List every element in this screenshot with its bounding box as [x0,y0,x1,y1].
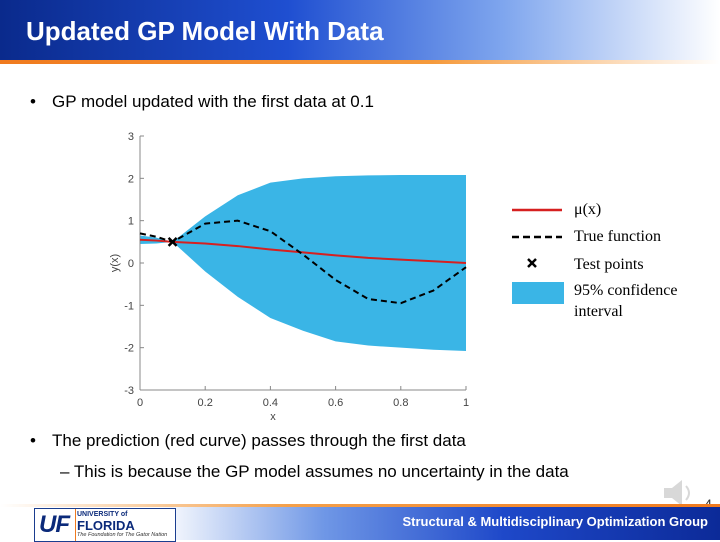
footer-org-name: Structural & Multidisciplinary Optimizat… [402,514,708,529]
confidence-band [140,174,466,352]
y-tick-label: 1 [128,216,134,228]
x-tick-label: 0.2 [198,397,213,409]
x-tick-label: 1 [463,397,469,409]
logo-florida: FLORIDA [77,518,135,533]
y-tick-label: 3 [128,131,134,143]
legend-ci-swatch [512,282,564,304]
y-tick-label: 0 [128,258,134,270]
legend-label-ci: 95% confidence interval [574,282,678,320]
test-point-marker [167,236,178,247]
y-tick-label: 2 [128,173,134,185]
y-tick-label: -2 [124,343,134,355]
bullet-first-text: GP model updated with the first data at … [52,92,374,111]
chart-legend: μ(x) True function Test points 95% confi… [508,196,688,346]
x-tick-label: 0.8 [393,397,408,409]
uf-logo: UF UNIVERSITY of FLORIDA The Foundation … [34,508,176,542]
bullet-marker: • [30,92,36,111]
legend-symbols [512,208,564,304]
x-tick-label: 0 [137,397,143,409]
speaker-icon[interactable] [660,478,696,508]
logo-divider [75,509,76,541]
legend-label-test: Test points [574,256,644,273]
bullet-first: • GP model updated with the first data at… [30,92,374,112]
y-tick-label: -1 [124,300,134,312]
true-function-line [139,219,467,305]
legend-label-true: True function [574,228,661,245]
logo-uf: UF [39,511,70,538]
logo-tagline: The Foundation for The Gator Nation [77,532,168,538]
footer-bar: UF UNIVERSITY of FLORIDA The Foundation … [0,504,720,542]
bullet-second: • The prediction (red curve) passes throu… [30,431,466,451]
bullet-marker: • [30,431,36,450]
legend-test-marker [527,258,537,268]
legend-label-mu: μ(x) [574,201,602,218]
sub-bullet: – This is because the GP model assumes n… [60,462,569,482]
slide-title: Updated GP Model With Data [26,16,384,46]
x-axis-label: x [270,411,276,423]
x-tick-label: 0.4 [263,397,278,409]
sub-bullet-marker: – [60,462,70,481]
logo-university: UNIVERSITY of [77,511,128,518]
y-axis-label: y(x) [109,254,121,272]
bullet-second-text: The prediction (red curve) passes throug… [52,431,466,450]
x-tick-label: 0.6 [328,397,343,409]
sub-bullet-text: This is because the GP model assumes no … [73,462,569,481]
y-tick-label: -3 [124,385,134,397]
title-bar: Updated GP Model With Data [0,0,720,64]
